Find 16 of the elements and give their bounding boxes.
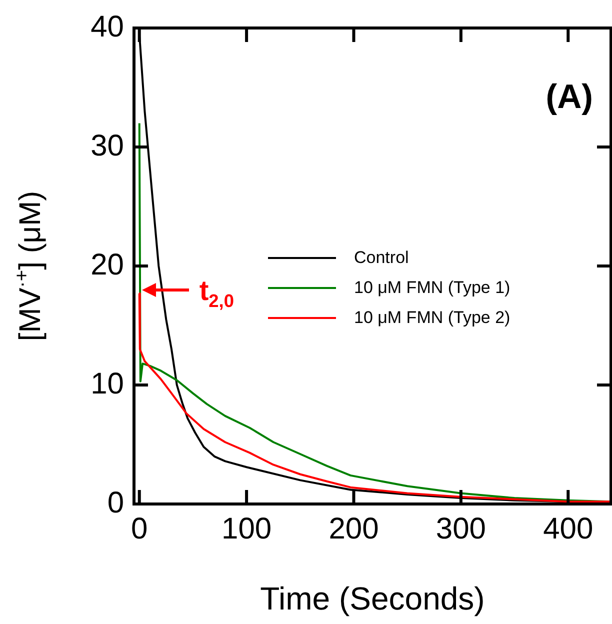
x-tick-label: 0 [131,512,148,546]
y-tick-label: 40 [90,10,124,44]
x-tick-label: 200 [328,512,379,546]
x-tick-label: 400 [543,512,594,546]
x-tick-label: 300 [436,512,486,546]
y-tick-label: 10 [90,367,124,400]
x-tick-label: 100 [222,512,272,546]
y-tick-label: 20 [90,248,124,282]
y-tick-label: 30 [90,129,124,162]
y-axis-title: [MV·+] (μM) [11,190,47,342]
legend-label: Control [354,248,409,268]
y-tick-label: 0 [107,486,124,520]
legend-label: 10 μM FMN (Type 2) [354,308,510,328]
legend-label: 10 μM FMN (Type 1) [354,278,510,298]
annotation: (A) [546,78,594,116]
x-axis-title: Time (Seconds) [260,580,485,617]
